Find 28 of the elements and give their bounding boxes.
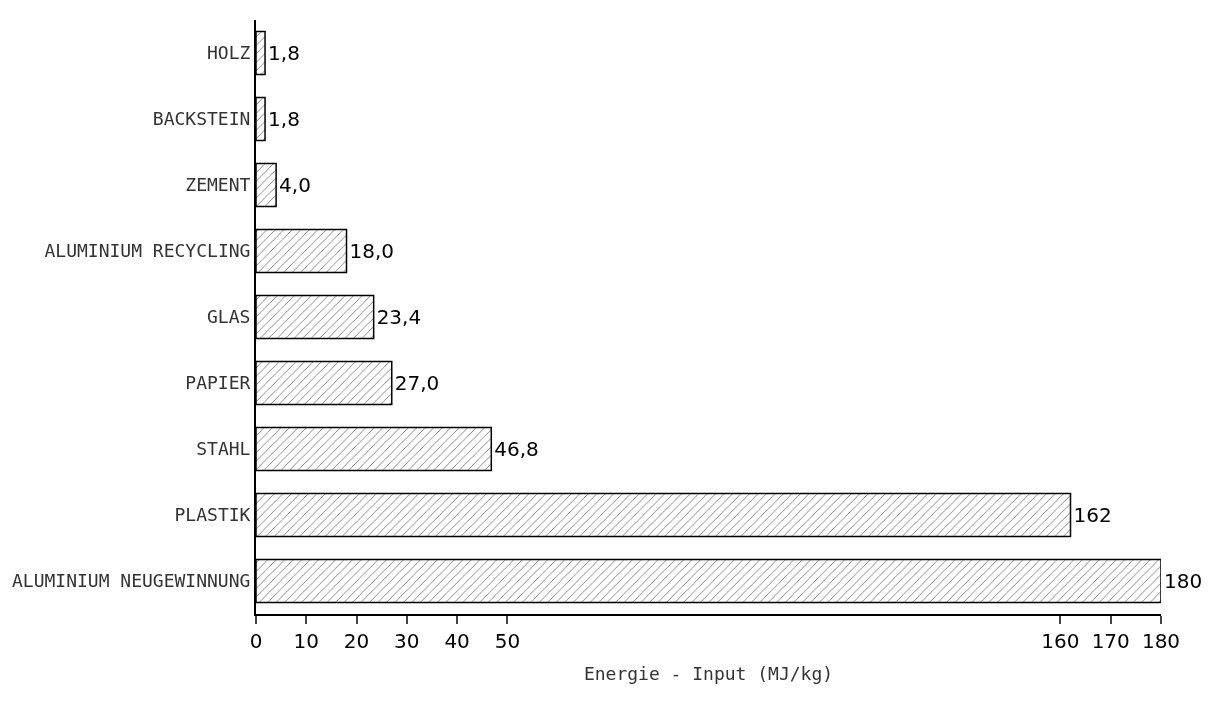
- x-tick-label: 10: [293, 629, 320, 653]
- data-label: 1,8: [268, 41, 300, 65]
- data-label: 1,8: [268, 107, 300, 131]
- x-axis-title: Energie - Input (MJ/kg): [583, 662, 834, 684]
- x-tick-label: 160: [1041, 629, 1080, 653]
- data-label: 4,0: [279, 173, 311, 197]
- data-label: 23,4: [376, 305, 422, 329]
- x-tick-label: 40: [444, 629, 470, 653]
- y-tick-label: STAHL: [196, 438, 251, 460]
- y-tick-label: PLASTIK: [174, 504, 251, 526]
- y-tick-label: ALUMINIUM NEUGEWINNUNG: [11, 570, 251, 592]
- data-label: 46,8: [494, 437, 539, 461]
- y-tick-label: BACKSTEIN: [152, 108, 251, 130]
- y-tick-label: GLAS: [207, 306, 251, 328]
- x-tick-label: 170: [1091, 629, 1130, 653]
- data-label: 18,0: [349, 239, 395, 263]
- data-label: 162: [1073, 503, 1112, 527]
- y-tick-label: ALUMINIUM RECYCLING: [44, 240, 251, 262]
- y-tick-label: PAPIER: [185, 372, 251, 394]
- y-tick-label: HOLZ: [207, 42, 251, 64]
- x-tick-label: 0: [249, 629, 263, 653]
- x-tick-label: 50: [494, 629, 521, 653]
- x-tick-label: 30: [394, 629, 420, 653]
- y-tick-label: ZEMENT: [185, 174, 251, 196]
- data-label: 27,0: [394, 371, 440, 395]
- x-tick-label: 20: [343, 629, 370, 653]
- x-tick-label: 180: [1141, 629, 1181, 653]
- data-label: 180: [1164, 569, 1203, 593]
